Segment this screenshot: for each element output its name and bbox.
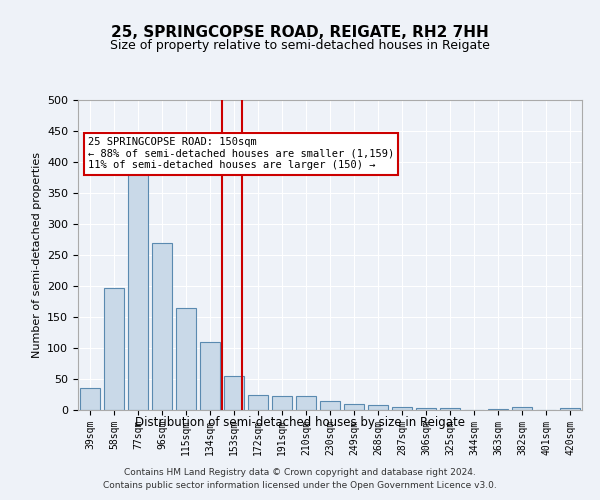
Bar: [176, 308, 196, 410]
Bar: [416, 408, 436, 410]
Bar: [560, 408, 580, 410]
Bar: [248, 394, 268, 410]
Bar: [224, 376, 244, 410]
Text: 25 SPRINGCOPSE ROAD: 150sqm
← 88% of semi-detached houses are smaller (1,159)
11: 25 SPRINGCOPSE ROAD: 150sqm ← 88% of sem…: [88, 137, 394, 170]
Bar: [152, 242, 172, 410]
Bar: [272, 396, 292, 410]
Text: Size of property relative to semi-detached houses in Reigate: Size of property relative to semi-detach…: [110, 38, 490, 52]
Bar: [320, 400, 340, 410]
Bar: [368, 405, 388, 410]
Bar: [80, 388, 100, 410]
Bar: [392, 407, 412, 410]
Bar: [200, 342, 220, 410]
Text: Distribution of semi-detached houses by size in Reigate: Distribution of semi-detached houses by …: [135, 416, 465, 429]
Bar: [296, 396, 316, 410]
Text: Contains HM Land Registry data © Crown copyright and database right 2024.: Contains HM Land Registry data © Crown c…: [124, 468, 476, 477]
Bar: [512, 407, 532, 410]
Bar: [128, 157, 148, 410]
Bar: [440, 408, 460, 410]
Y-axis label: Number of semi-detached properties: Number of semi-detached properties: [32, 152, 41, 358]
Text: Contains public sector information licensed under the Open Government Licence v3: Contains public sector information licen…: [103, 480, 497, 490]
Bar: [104, 288, 124, 410]
Text: 25, SPRINGCOPSE ROAD, REIGATE, RH2 7HH: 25, SPRINGCOPSE ROAD, REIGATE, RH2 7HH: [111, 25, 489, 40]
Bar: [344, 404, 364, 410]
